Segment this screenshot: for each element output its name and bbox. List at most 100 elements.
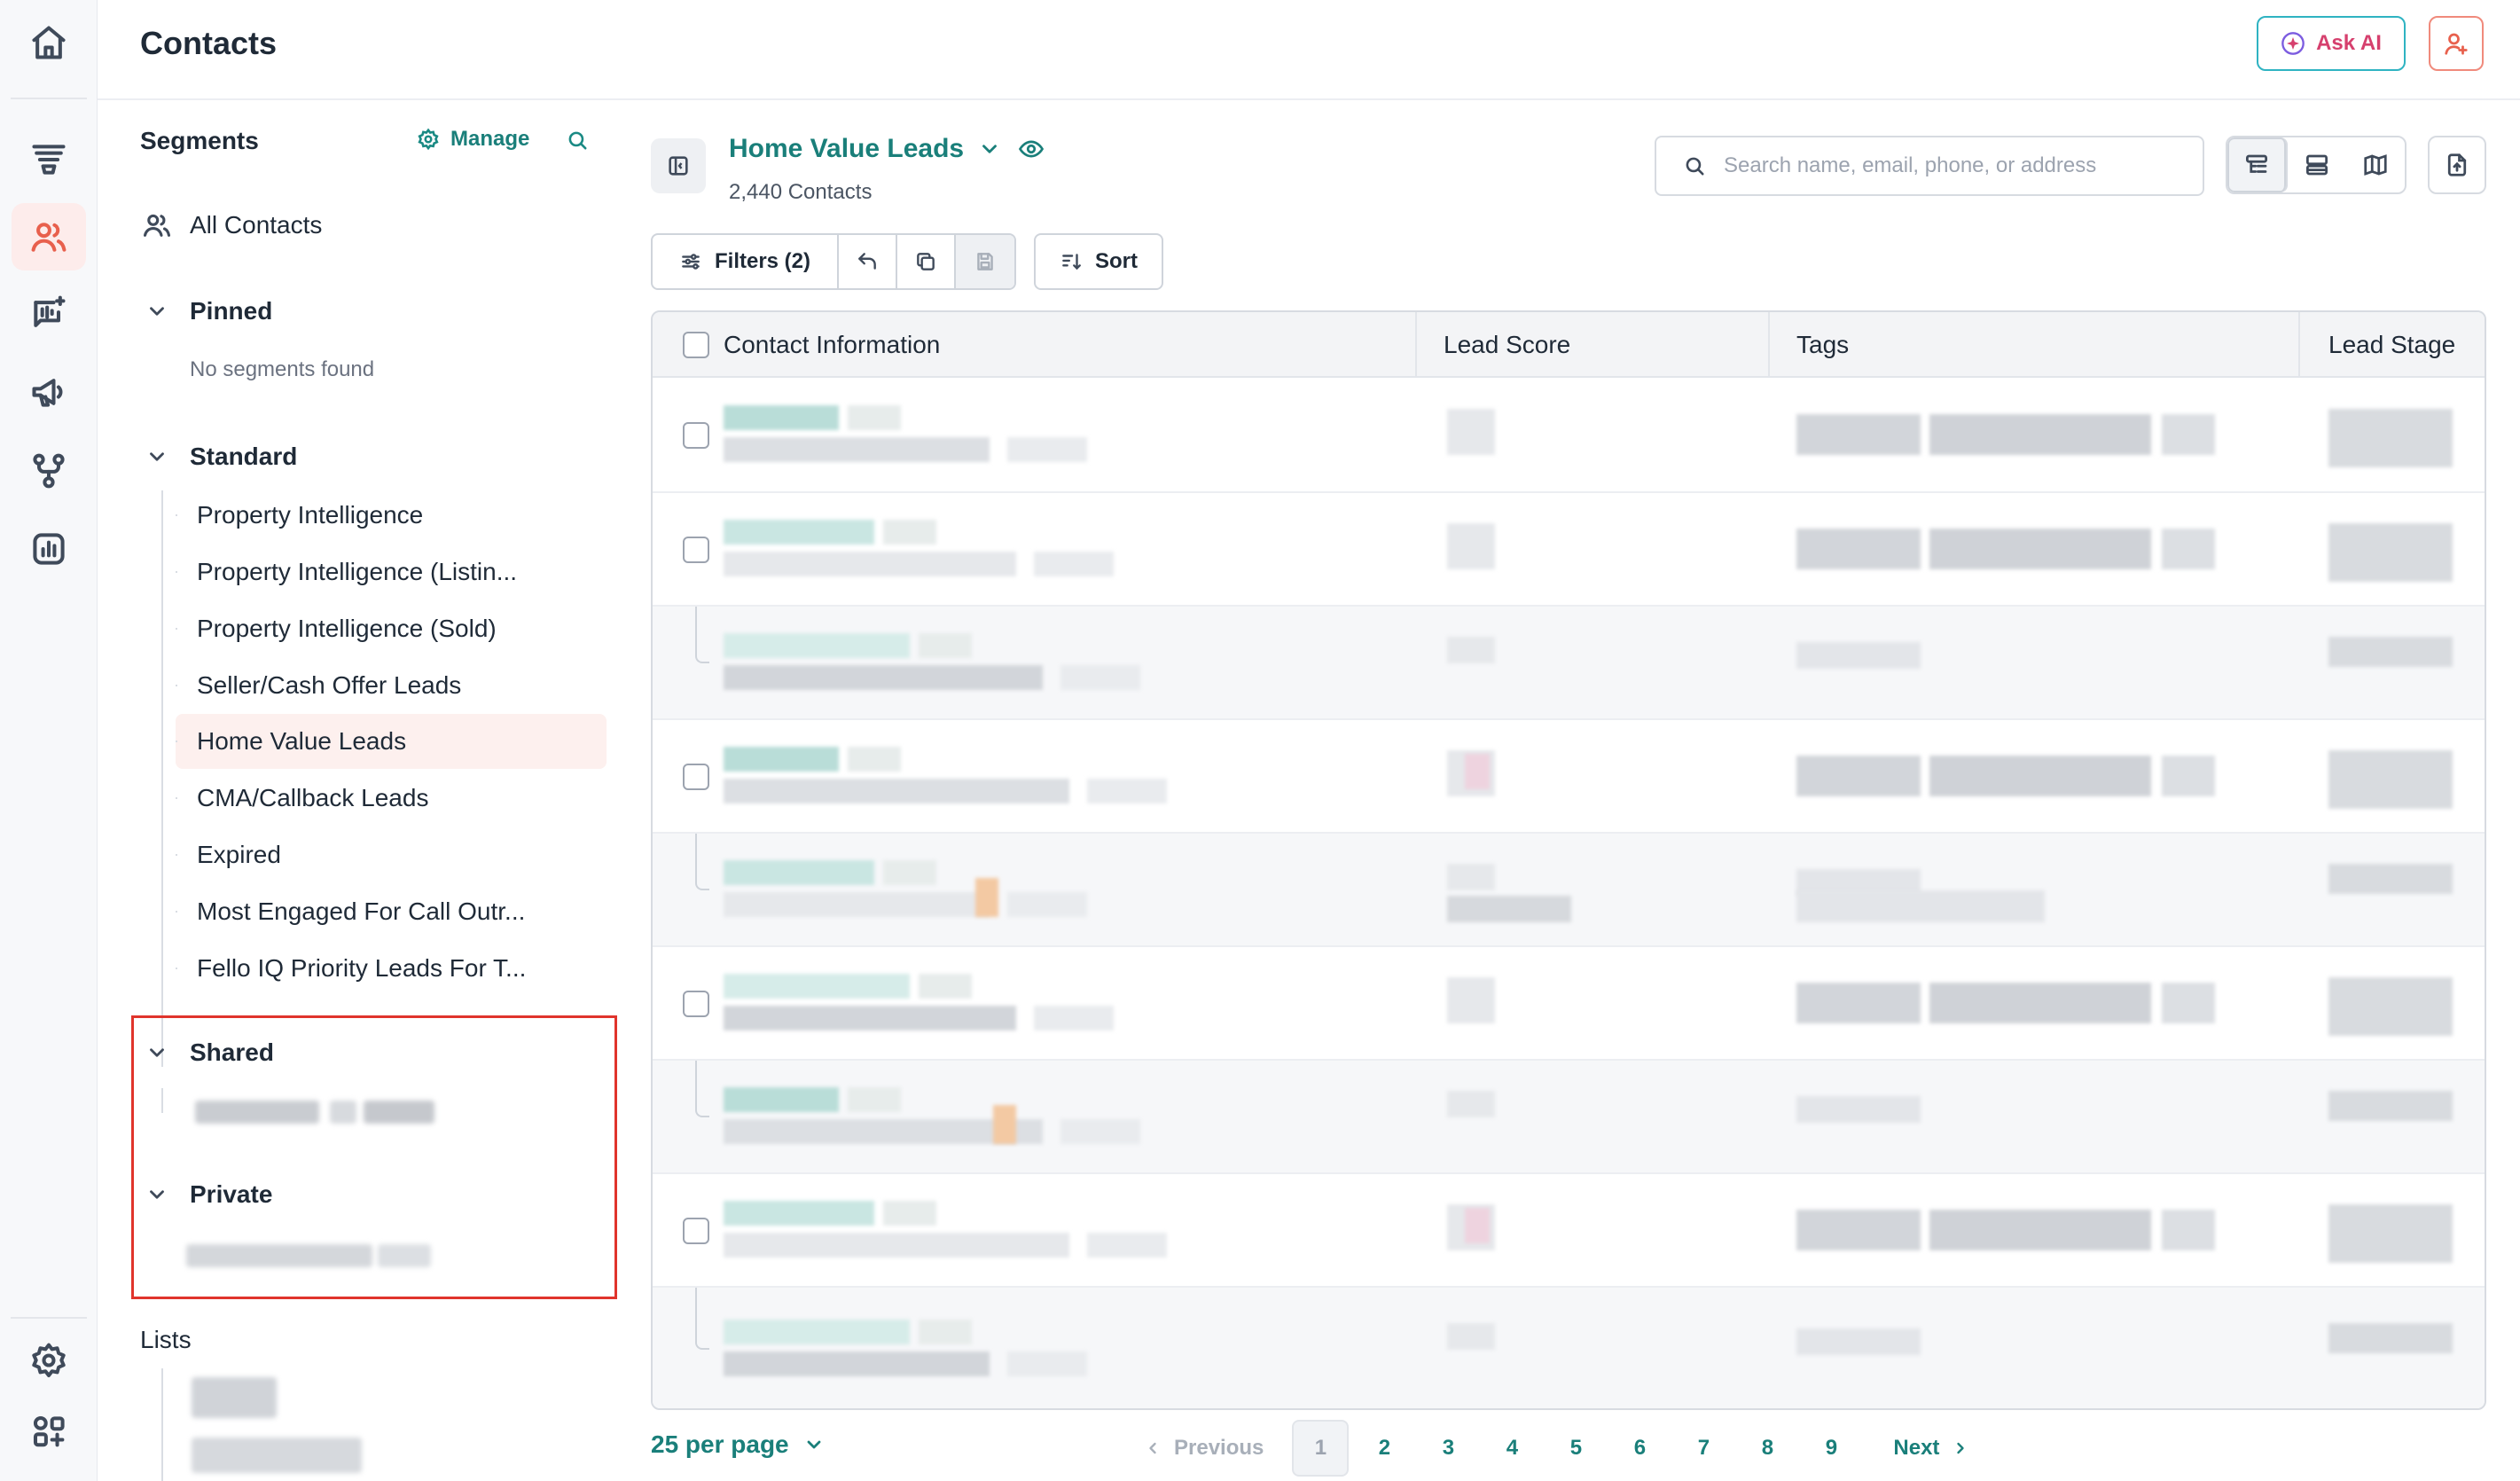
contacts-icon[interactable] [12,203,86,270]
shared-group-toggle[interactable]: Shared [145,1038,274,1067]
redacted-segment[interactable] [195,1101,319,1124]
duplicate-button[interactable] [897,235,956,288]
contact-search[interactable] [1655,136,2204,196]
row-checkbox[interactable] [683,537,709,563]
sort-button[interactable]: Sort [1034,233,1163,290]
table-child-row[interactable] [653,834,2485,947]
page-button[interactable]: 4 [1506,1436,1519,1460]
funnel-icon[interactable] [12,126,86,193]
page-button[interactable]: 6 [1633,1436,1647,1460]
redacted-cell [1007,1352,1087,1376]
search-input[interactable] [1724,153,2185,178]
copy-icon [917,253,935,270]
table-row[interactable] [653,720,2485,834]
segment-item[interactable]: Fello IQ Priority Leads For T... [176,941,607,996]
column-header[interactable]: Contact Information [724,331,941,358]
redacted-cell [1465,754,1490,789]
settings-icon[interactable] [12,1327,86,1394]
table-row[interactable] [653,493,2485,607]
redacted-segment[interactable] [186,1244,372,1267]
map-view-button[interactable] [2346,137,2405,192]
redacted-list[interactable] [192,1438,362,1473]
megaphone-icon[interactable] [12,358,86,426]
redacted-cell [724,779,1069,803]
redacted-cell [848,747,901,772]
redacted-cell [724,552,1016,576]
list-view-button[interactable] [2288,137,2346,192]
redacted-cell [2328,864,2453,894]
tree-line [161,1368,163,1481]
filter-toolbar: Filters (2) [651,233,1016,290]
workflow-icon[interactable] [12,437,86,505]
save-button[interactable] [956,235,1014,288]
segments-title: Segments [140,127,259,154]
page-button[interactable]: 5 [1569,1436,1583,1460]
segment-item-selected[interactable]: Home Value Leads [176,714,607,769]
segment-item[interactable]: Seller/Cash Offer Leads [176,658,607,713]
home-icon[interactable] [12,9,86,76]
next-page-button[interactable]: Next [1893,1436,1969,1461]
filters-label: Filters (2) [714,249,811,273]
segment-item[interactable]: Property Intelligence (Listin... [176,545,607,599]
ask-ai-button[interactable]: Ask AI [2257,16,2406,71]
per-page-select[interactable]: 25 per page [651,1430,825,1459]
table-row[interactable] [653,947,2485,1061]
reports-icon[interactable] [12,515,86,583]
voice-ai-icon[interactable] [12,280,86,348]
export-button[interactable] [2428,136,2486,194]
segment-item[interactable]: Property Intelligence (Sold) [176,601,607,656]
view-switcher [2226,136,2407,194]
rail-divider [11,98,87,99]
row-checkbox[interactable] [683,991,709,1017]
segment-dropdown[interactable]: Home Value Leads [729,134,1001,164]
segment-search-button[interactable] [566,129,589,156]
column-header[interactable]: Tags [1796,331,1850,358]
previous-page-button[interactable]: Previous [1144,1436,1264,1461]
table-row[interactable] [653,1174,2485,1288]
row-checkbox[interactable] [683,1218,709,1244]
pinned-group-toggle[interactable]: Pinned [145,297,272,325]
redacted-cell [2328,523,2453,582]
column-header[interactable]: Lead Stage [2328,331,2456,358]
all-contacts-item[interactable]: All Contacts [142,210,322,240]
page-button[interactable]: 8 [1761,1436,1774,1460]
sidebar-toggle-icon [669,156,688,176]
table-row[interactable] [653,378,2485,493]
table-child-row[interactable] [653,1288,2485,1408]
segment-item[interactable]: Property Intelligence [176,488,607,543]
standard-group-toggle[interactable]: Standard [145,443,297,471]
private-group-toggle[interactable]: Private [145,1180,272,1209]
redacted-cell [724,860,874,885]
segment-item[interactable]: CMA/Callback Leads [176,771,607,826]
apps-icon[interactable] [12,1398,86,1465]
page-button[interactable]: 3 [1442,1436,1455,1460]
add-contact-button[interactable] [2429,16,2484,71]
redacted-cell [1796,983,1921,1023]
undo-button[interactable] [839,235,897,288]
collapse-sidebar-button[interactable] [651,138,706,193]
column-header[interactable]: Lead Score [1444,331,1571,358]
manage-segments-button[interactable]: Manage [417,127,529,152]
tree-line [161,490,163,1067]
page-button[interactable]: 7 [1697,1436,1710,1460]
tree-view-button[interactable] [2227,137,2288,192]
redacted-cell [1034,552,1114,576]
table-child-row[interactable] [653,607,2485,720]
eye-icon[interactable] [1018,136,1045,167]
sparkle-icon [2281,32,2305,55]
filters-button[interactable]: Filters (2) [653,235,839,288]
segment-item[interactable]: Most Engaged For Call Outr... [176,884,607,939]
redacted-list[interactable] [192,1377,277,1418]
page-button[interactable]: 9 [1825,1436,1838,1460]
redacted-cell [2162,756,2215,796]
page-button[interactable]: 2 [1378,1436,1391,1460]
row-checkbox[interactable] [683,422,709,449]
redacted-cell [724,520,874,545]
redacted-cell [919,974,972,999]
select-all-checkbox[interactable] [683,332,709,358]
row-checkbox[interactable] [683,764,709,790]
redacted-cell [1929,1210,2151,1250]
page-button[interactable]: 1 [1292,1420,1350,1477]
segment-item[interactable]: Expired [176,827,607,882]
table-child-row[interactable] [653,1061,2485,1174]
